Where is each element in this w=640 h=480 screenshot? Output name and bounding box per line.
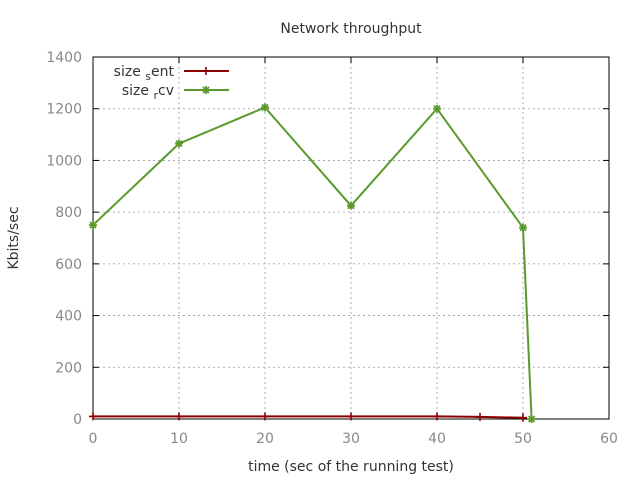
y-tick-label: 1000 — [46, 153, 82, 169]
y-tick-label: 1200 — [46, 102, 82, 118]
x-axis-label: time (sec of the running test) — [248, 459, 454, 475]
series-size-rcv — [89, 103, 536, 423]
y-axis-ticks: 0 200 400 600 800 1000 1200 1400 — [46, 50, 609, 428]
size-rcv-marker — [519, 223, 527, 232]
y-tick-label: 400 — [55, 309, 82, 325]
x-tick-label: 60 — [600, 431, 618, 447]
x-tick-label: 40 — [428, 431, 446, 447]
y-tick-label: 0 — [73, 412, 82, 428]
size-rcv-line — [92, 106, 533, 420]
x-tick-label: 0 — [89, 431, 98, 447]
size-sent-marker — [89, 412, 97, 421]
legend-size-sent-marker — [202, 67, 210, 75]
size-rcv-marker — [175, 139, 183, 148]
x-tick-label: 20 — [256, 431, 274, 447]
y-tick-label: 800 — [55, 205, 82, 221]
y-tick-label: 1400 — [46, 50, 82, 66]
size-sent-marker — [175, 412, 183, 421]
x-tick-label: 30 — [342, 431, 360, 447]
legend-size-rcv-marker — [202, 86, 210, 94]
legend-item-size-sent: size sent — [114, 64, 229, 83]
x-tick-label: 10 — [170, 431, 188, 447]
x-axis-ticks: 0 10 20 30 40 50 60 — [89, 57, 618, 447]
size-sent-line — [93, 415, 524, 419]
size-rcv-marker — [527, 415, 536, 423]
size-sent-marker — [347, 412, 355, 421]
legend-label: size rcv — [122, 83, 174, 102]
series-size-sent — [89, 412, 527, 422]
legend-item-size-rcv: size rcv — [122, 83, 229, 102]
y-axis-label: Kbits/sec — [6, 206, 22, 269]
legend-label: size sent — [114, 64, 175, 83]
size-sent-marker — [476, 412, 484, 421]
y-tick-label: 600 — [55, 257, 82, 273]
size-rcv-marker — [433, 104, 441, 113]
x-tick-label: 50 — [514, 431, 532, 447]
size-sent-marker — [433, 412, 441, 421]
size-rcv-marker — [89, 221, 97, 230]
size-sent-marker — [261, 412, 269, 421]
series-layer — [89, 103, 536, 423]
size-rcv-marker — [347, 201, 355, 210]
grid — [93, 57, 609, 419]
size-rcv-marker — [261, 103, 269, 112]
size-sent-marker — [519, 413, 527, 422]
y-tick-label: 200 — [55, 360, 82, 376]
chart-title: Network throughput — [280, 21, 422, 37]
